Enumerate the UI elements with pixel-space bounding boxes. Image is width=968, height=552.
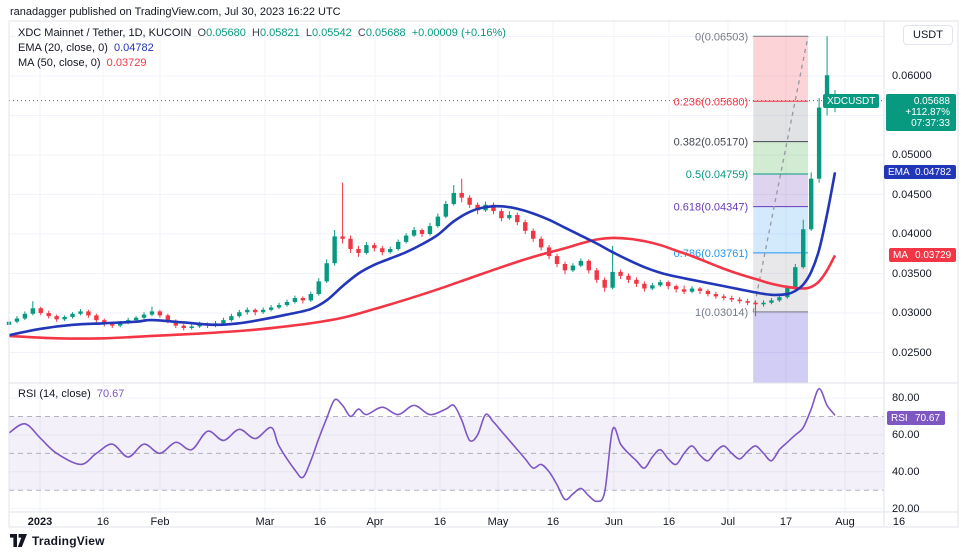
low-label: L: [305, 27, 312, 39]
rsi-line: [8, 387, 836, 503]
price-axis-tick: 0.03000: [892, 307, 932, 319]
rsi-label: RSI (14, close): [18, 388, 91, 400]
rsi-axis-tick: 40.00: [892, 465, 920, 478]
time-axis-tick: Jul: [720, 516, 736, 528]
ema-axis-tag: EMA: [884, 165, 914, 179]
time-axis-tick: May: [487, 516, 509, 528]
rsi-legend-row[interactable]: RSI (14, close) 70.67: [18, 388, 124, 400]
candles: [6, 36, 838, 331]
ma-axis-tag: MA: [889, 248, 912, 262]
fib-level-label: 0(0.06503): [695, 31, 748, 43]
fib-level-label: 1(0.03014): [695, 307, 748, 319]
price-axis-tick: 0.02500: [892, 346, 932, 359]
rsi-value: 70.67: [96, 388, 125, 400]
last-price-value: 0.05688: [913, 96, 950, 107]
ema-value: 0.04782: [114, 42, 154, 54]
fib-level-label: 0.618(0.04347): [674, 202, 749, 214]
time-axis-tick: Aug: [835, 516, 855, 528]
last-price-badge: 0.05688 +112.87% 07:37:33: [886, 94, 956, 131]
rsi-axis-tag: RSI: [887, 411, 912, 425]
ema-label: EMA (20, close, 0): [18, 42, 108, 54]
close-label: C: [357, 27, 366, 39]
ma-value: 0.03729: [106, 57, 147, 69]
time-axis-tick: Feb: [150, 516, 170, 528]
tradingview-footer[interactable]: TradingView: [10, 533, 105, 548]
fib-level-label: 0.236(0.05680): [674, 96, 749, 108]
time-axis-tick: 16: [96, 516, 110, 528]
currency-unit-button[interactable]: USDT: [903, 25, 953, 45]
price-axis-tick: 0.03500: [892, 267, 932, 280]
high-label: H: [252, 27, 260, 39]
last-price-change-pct: +112.87%: [905, 107, 950, 118]
close-value: 0.05688: [365, 27, 406, 39]
price-axis-tick: 0.06000: [892, 70, 932, 82]
fib-level-label: 0.382(0.05170): [674, 137, 749, 149]
legend-ema-row[interactable]: EMA (20, close, 0) 0.04782: [18, 41, 506, 56]
ma-label: MA (50, close, 0): [18, 57, 101, 69]
ema20-line: [8, 172, 837, 337]
tradingview-logo-icon: [10, 534, 27, 547]
time-axis-tick: Jun: [605, 516, 623, 528]
ma-axis-value: 0.03729: [910, 248, 957, 262]
time-axis-tick: 16: [892, 516, 906, 528]
attribution-text: ranadagger published on TradingView.com,…: [10, 6, 341, 18]
change-value: +0.00009 (+0.16%): [411, 27, 506, 39]
time-axis-tick: 16: [433, 516, 447, 528]
chart-legend: XDC Mainnet / Tether, 1D, KUCOIN O0.0568…: [18, 26, 506, 71]
rsi-axis-tick: 20.00: [892, 502, 920, 515]
price-axis-tick: 0.04000: [892, 228, 932, 240]
bar-countdown: 07:37:33: [911, 118, 950, 129]
low-value: 0.05542: [311, 27, 352, 39]
rsi-axis-value: 70.67: [910, 411, 946, 425]
time-axis-tick: 16: [546, 516, 560, 528]
legend-symbol-row[interactable]: XDC Mainnet / Tether, 1D, KUCOIN O0.0568…: [18, 26, 506, 41]
open-value: 0.05680: [206, 27, 246, 39]
ma50-line: [8, 236, 837, 340]
rsi-axis-tick: 80.00: [892, 392, 920, 404]
high-value: 0.05821: [259, 27, 300, 39]
time-axis-tick: 16: [662, 516, 676, 528]
price-axis-tick: 0.04500: [892, 188, 932, 201]
rsi-axis-tick: 60.00: [892, 428, 920, 441]
ema-axis-value: 0.04782: [910, 165, 957, 179]
symbol-price-line-tag: XDCUSDT: [823, 94, 880, 108]
price-axis-tick: 0.05000: [892, 149, 932, 161]
time-axis-tick: 17: [779, 516, 793, 528]
fib-level-label: 0.5(0.04759): [686, 169, 748, 181]
time-axis-tick: 16: [313, 516, 327, 528]
tradingview-logo-text: TradingView: [32, 533, 105, 548]
time-axis-tick: 2023: [27, 516, 53, 528]
time-axis-tick: Mar: [255, 516, 275, 528]
legend-ma-row[interactable]: MA (50, close, 0) 0.03729: [18, 56, 506, 71]
open-label: O: [197, 27, 207, 39]
time-axis-tick: Apr: [366, 516, 384, 528]
symbol-title: XDC Mainnet / Tether, 1D, KUCOIN: [18, 27, 192, 39]
